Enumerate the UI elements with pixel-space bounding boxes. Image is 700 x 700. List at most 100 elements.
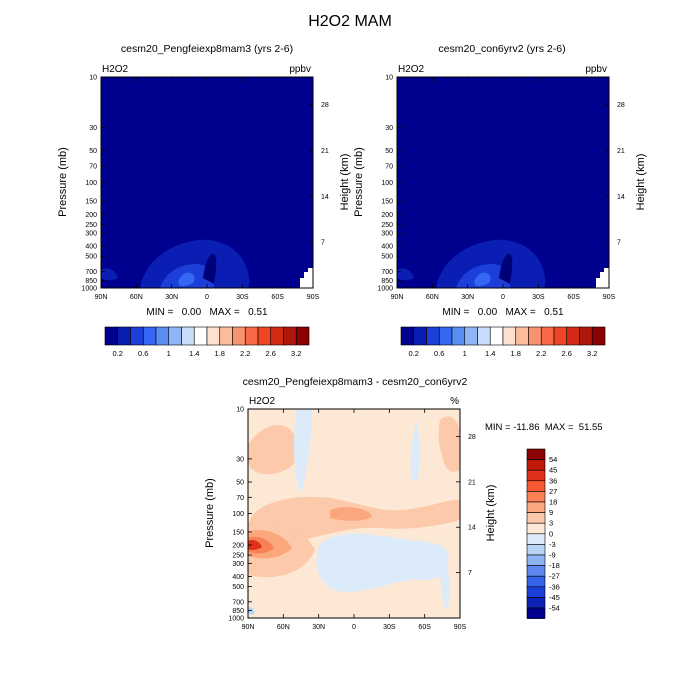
colorbar-swatch (526, 586, 546, 598)
y-tick-label: 10 (385, 75, 393, 82)
y-tick-label: 100 (85, 180, 97, 187)
x-tick-label: 90N (95, 294, 108, 301)
panel-1-var-label: H2O2 (102, 64, 129, 75)
colorbar-label: 2.6 (562, 349, 572, 358)
panel-3-title: cesm20_Pengfeiexp8mam3 - cesm20_con6yrv2 (243, 376, 468, 388)
colorbar-swatch (400, 326, 415, 346)
colorbar-swatch (270, 326, 284, 346)
y-tick-label: 700 (381, 269, 393, 276)
colorbar-swatch (526, 459, 546, 471)
x-tick-label: 60S (567, 294, 580, 301)
colorbar-swatch (502, 326, 517, 346)
panel-1-ylabel: Pressure (mb) (57, 147, 69, 217)
colorbar-label: 2.2 (240, 349, 250, 358)
panel-1-y2-axis: 28 21 14 7 (309, 102, 329, 247)
x-tick-label: 30S (236, 294, 249, 301)
y-tick-label: 150 (85, 199, 97, 206)
panel-1: cesm20_Pengfeiexp8mam3 (yrs 2-6) H2O2 pp… (57, 43, 351, 358)
x-tick-label: 60S (418, 624, 431, 631)
colorbar-swatch (257, 326, 272, 346)
panel-2-colorbar: 0.2 0.6 1 1.4 1.8 2.2 2.6 3.2 (400, 326, 606, 358)
colorbar-label: 1.8 (511, 349, 521, 358)
y-tick-label: 300 (85, 230, 97, 237)
colorbar-swatch (515, 326, 529, 346)
colorbar-label: 1 (167, 349, 171, 358)
x-tick-label: 0 (205, 294, 209, 301)
y-tick-label: 10 (89, 75, 97, 82)
colorbar-swatch (244, 326, 259, 346)
colorbar-swatch (451, 326, 466, 346)
colorbar-swatch (526, 575, 546, 588)
colorbar-label: 0.2 (409, 349, 419, 358)
panel-2: cesm20_con6yrv2 (yrs 2-6) H2O2 ppbv 1030… (353, 43, 647, 358)
colorbar-swatch (426, 326, 440, 346)
colorbar-label: 3.2 (587, 349, 597, 358)
panel-3-ylabel: Pressure (mb) (204, 478, 216, 548)
y2-tick-label: 14 (321, 194, 329, 201)
colorbar-swatch (155, 326, 170, 346)
y-tick-label: 400 (232, 574, 244, 581)
panel-1-unit-label: ppbv (289, 64, 311, 75)
y-tick-label: 400 (381, 244, 393, 251)
panel-3-unit-label: % (450, 396, 459, 407)
panel-1-x-axis: 90N 60N 30N 0 30S 60S 90S (95, 77, 320, 301)
colorbar-label: 1.4 (485, 349, 495, 358)
colorbar-swatch (526, 480, 546, 492)
colorbar-label: -27 (549, 572, 560, 581)
x-tick-label: 0 (501, 294, 505, 301)
colorbar-label: 3 (549, 519, 553, 528)
y2-tick-label: 28 (617, 102, 625, 109)
y-tick-label: 30 (89, 125, 97, 132)
y2-tick-label: 21 (617, 148, 625, 155)
colorbar-swatch (526, 501, 546, 513)
colorbar-swatch (219, 326, 233, 346)
y-tick-label: 200 (381, 212, 393, 219)
y-tick-label: 700 (85, 269, 97, 276)
colorbar-swatch (528, 326, 542, 346)
panel-2-ylabel: Pressure (mb) (353, 147, 365, 217)
y-tick-label: 30 (385, 125, 393, 132)
y-tick-label: 250 (85, 222, 97, 229)
y-tick-label: 200 (232, 542, 244, 549)
y-tick-label: 150 (232, 529, 244, 536)
panel-2-plot-field (397, 77, 609, 288)
y-tick-label: 50 (89, 148, 97, 155)
colorbar-label: 2.2 (536, 349, 546, 358)
colorbar-swatch (206, 326, 221, 346)
y-tick-label: 300 (232, 561, 244, 568)
colorbar-label: 0.6 (434, 349, 444, 358)
y-tick-label: 400 (85, 244, 97, 251)
colorbar-label: 1.8 (215, 349, 225, 358)
colorbar-label: 36 (549, 476, 557, 485)
x-tick-label: 30N (461, 294, 474, 301)
y-tick-label: 1000 (377, 286, 393, 293)
panel-2-unit-label: ppbv (585, 64, 607, 75)
y-tick-label: 1000 (81, 286, 97, 293)
y-tick-label: 50 (385, 148, 393, 155)
panel-2-y2label: Height (km) (635, 154, 647, 211)
y-tick-label: 700 (232, 599, 244, 606)
figure-title: H2O2 MAM (308, 13, 392, 30)
colorbar-swatch (477, 326, 491, 346)
colorbar-label: 1 (463, 349, 467, 358)
colorbar-swatch (181, 326, 195, 346)
colorbar-swatch (526, 554, 546, 566)
x-tick-label: 60N (426, 294, 439, 301)
x-tick-label: 90N (391, 294, 404, 301)
colorbar-swatch (130, 326, 144, 346)
x-tick-label: 60N (277, 624, 290, 631)
y2-tick-label: 21 (468, 479, 476, 486)
y-tick-label: 500 (85, 254, 97, 261)
colorbar-label: 27 (549, 487, 557, 496)
colorbar-swatch (464, 326, 478, 346)
colorbar-label: 0.2 (113, 349, 123, 358)
colorbar-swatch (579, 326, 593, 346)
colorbar-swatch (526, 597, 546, 609)
colorbar-label: -54 (549, 604, 560, 613)
colorbar-swatch (117, 326, 131, 346)
colorbar-swatch (526, 491, 546, 503)
colorbar-swatch (168, 326, 182, 346)
colorbar-swatch (526, 533, 546, 545)
